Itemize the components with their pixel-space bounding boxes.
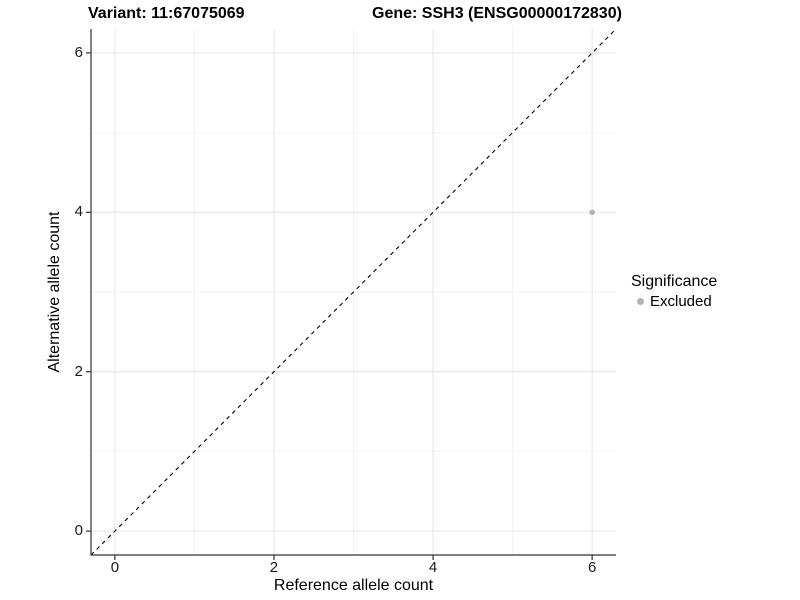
legend-entry-excluded: Excluded — [629, 292, 717, 311]
y-tick-label: 0 — [74, 522, 83, 540]
x-tick-label: 4 — [428, 559, 438, 576]
excluded-point-icon — [637, 298, 644, 305]
legend-title: Significance — [631, 273, 718, 290]
x-tick-label: 0 — [110, 559, 120, 576]
y-tick-label: 2 — [74, 362, 83, 380]
y-tick-label: 6 — [74, 43, 83, 61]
x-axis-label: Reference allele count — [273, 577, 434, 594]
identity-dashed-line — [90, 28, 617, 556]
plot-title-variant: Variant: 11:67075069 — [88, 5, 245, 22]
y-tick-label: 4 — [74, 203, 83, 221]
x-tick-label: 6 — [587, 559, 597, 576]
legend-entry-label: Excluded — [650, 293, 712, 310]
data-point — [589, 209, 595, 216]
legend: Significance Excluded — [629, 272, 717, 311]
plot-title-gene: Gene: SSH3 (ENSG00000172830) — [372, 5, 622, 22]
x-tick-label: 2 — [269, 559, 279, 576]
y-axis-label: Alternative allele count — [46, 211, 63, 373]
